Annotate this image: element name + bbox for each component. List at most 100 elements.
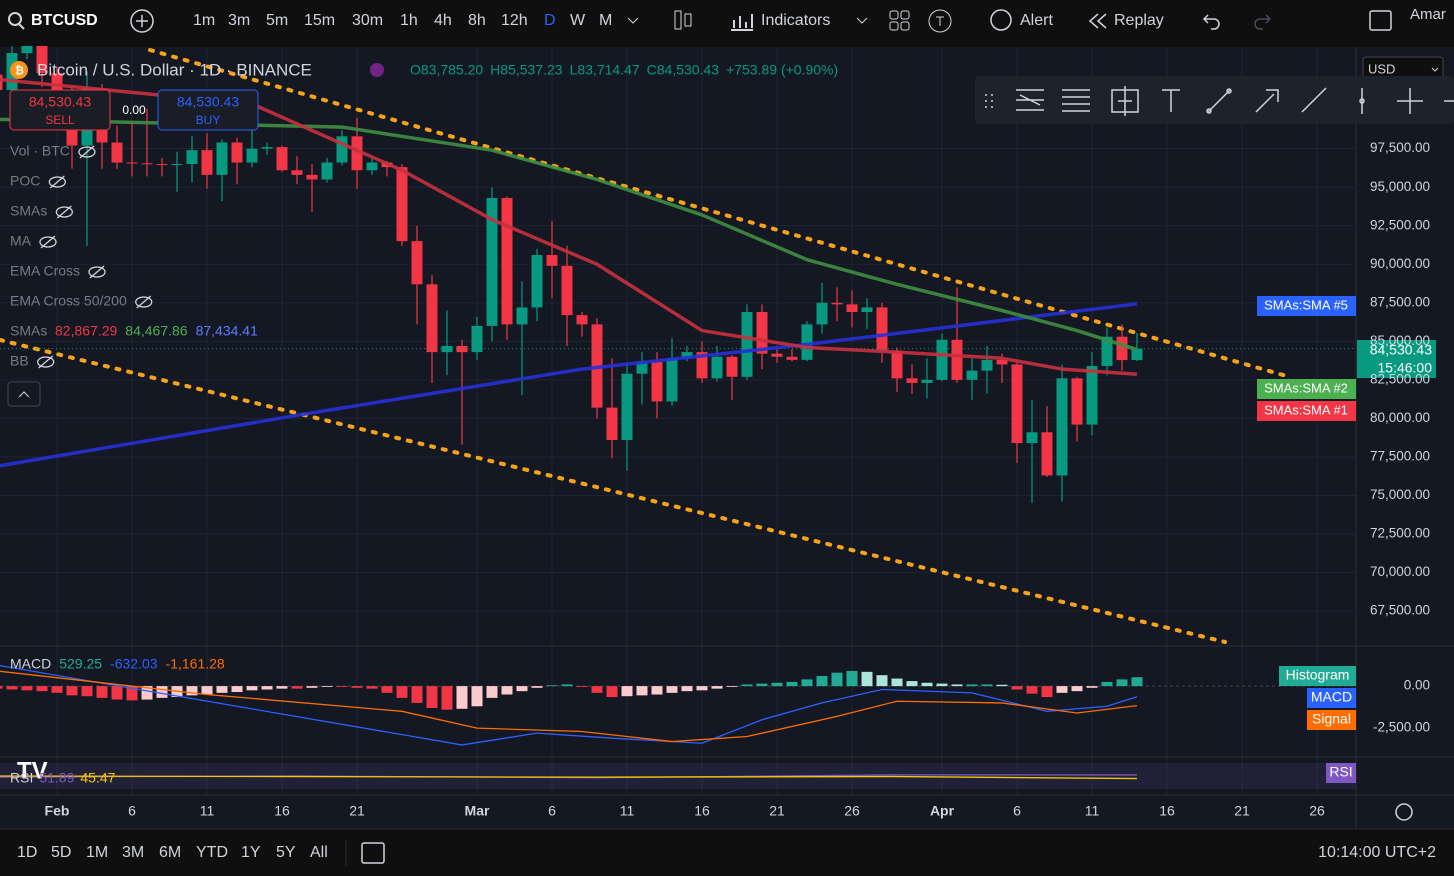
date-range-button[interactable] [361,842,385,864]
pane-value: -632.03 [110,656,158,672]
candle-body [141,163,153,165]
interval-button[interactable]: 1m [193,12,215,29]
candle-body [1026,432,1038,444]
range-button[interactable]: 1D [17,844,37,861]
range-button[interactable]: All [310,844,328,861]
histogram-bar [876,675,888,687]
range-button[interactable]: 5D [51,844,71,861]
bottom-toolbar [0,829,1454,876]
histogram-bar [0,686,3,689]
x-tick-label: 11 [1085,803,1100,819]
histogram-bar [426,686,438,708]
interval-button[interactable]: 12h [501,12,528,29]
histogram-bar [981,684,993,687]
drawing-tools[interactable] [985,86,1454,116]
data-source-icon[interactable] [370,63,384,77]
compare-button[interactable] [130,9,154,33]
y-tick-label: 82,500.00 [1370,371,1430,386]
undo-button[interactable] [1202,14,1220,30]
buy-label[interactable]: BUY [196,113,221,127]
visibility-icon[interactable] [37,356,55,368]
indicator-value: 87,434.41 [196,323,258,339]
candle-body [921,379,933,383]
range-button[interactable]: 1M [86,844,108,861]
sell-label[interactable]: SELL [45,113,75,127]
interval-button[interactable]: M [599,12,612,29]
visibility-icon[interactable] [78,146,96,158]
x-tick-label: Mar [465,803,490,819]
interval-button[interactable]: D [544,12,556,29]
countdown: 15:46:00 [1378,360,1433,376]
chevron [1431,67,1439,72]
interval-button[interactable]: 5m [266,12,288,29]
candle-body [171,164,183,166]
histogram-bar [1086,686,1098,688]
chevron[interactable] [627,17,639,24]
chart-type-icon[interactable] [674,10,682,30]
alert-button[interactable]: Alert [1020,12,1053,29]
coin-icon [10,61,28,79]
currency[interactable]: USD [1368,61,1395,76]
indicator-label: Vol · BTC [10,143,70,159]
sell-price[interactable]: 84,530.43 [29,94,91,110]
clock[interactable]: 10:14:00 UTC+2 [1318,844,1436,861]
series-tag-label: RSI [1329,764,1352,780]
interval-button[interactable]: 1h [400,12,418,29]
redo-button[interactable] [1254,14,1272,30]
symbol[interactable]: BTCUSD [31,12,98,29]
candle-body [621,373,633,440]
buy-button[interactable] [157,89,259,131]
interval-button[interactable]: 4h [434,12,452,29]
search-icon[interactable] [8,12,22,26]
replay-button[interactable]: Replay [1114,12,1164,29]
last-price-badge [1357,340,1436,378]
interval-button[interactable]: 30m [352,12,383,29]
x-tick-label: 11 [200,803,215,819]
user-icon[interactable] [928,9,952,33]
range-button[interactable]: 6M [159,844,181,861]
candle-body [306,174,318,180]
sell-button[interactable] [9,89,111,131]
buy-price[interactable]: 84,530.43 [177,94,239,110]
candle-body [156,164,168,166]
visibility-icon[interactable] [39,236,57,248]
range-button[interactable]: 1Y [241,844,261,861]
settings-button[interactable] [1395,803,1413,821]
visibility-icon[interactable] [135,296,153,308]
indicator-label: POC [10,173,40,189]
y-tick-label: 85,000.00 [1370,333,1430,348]
trend-line[interactable] [148,48,1292,379]
visibility-icon[interactable] [55,206,73,218]
range-button[interactable]: YTD [196,844,228,861]
candle-body [36,37,48,74]
interval-button[interactable]: 15m [304,12,335,29]
interval-button[interactable]: 3m [228,12,250,29]
spread: 0.00 [122,103,146,117]
collapse-button[interactable] [7,381,41,407]
histogram-bar [831,672,843,687]
top-toolbar [0,0,1454,46]
histogram-bar [336,686,348,687]
interval-button[interactable]: 8h [468,12,486,29]
interval-button[interactable]: W [570,12,586,29]
range-button[interactable]: 3M [122,844,144,861]
y-tick-label: 75,000.00 [1370,487,1430,502]
drawing-toolbar [975,76,1454,124]
sma-line [0,77,1138,376]
y-tick-label: 92,500.00 [1370,217,1430,232]
templates-icon[interactable] [889,10,910,31]
visibility-icon[interactable] [48,176,66,188]
logo: TV [17,757,48,784]
candle-body [351,136,363,171]
y-tick-label: 72,500.00 [1370,526,1430,541]
layout-button[interactable] [1369,10,1392,31]
x-tick-label: 6 [548,803,556,819]
range-button[interactable]: 5Y [276,844,296,861]
ohlc-value: H85,537.23 [490,62,563,78]
chevron[interactable] [856,17,868,24]
user-name[interactable]: Amar [1410,6,1446,23]
indicators-button[interactable]: Indicators [761,12,830,29]
visibility-icon[interactable] [88,266,106,278]
candle-body [651,361,663,402]
